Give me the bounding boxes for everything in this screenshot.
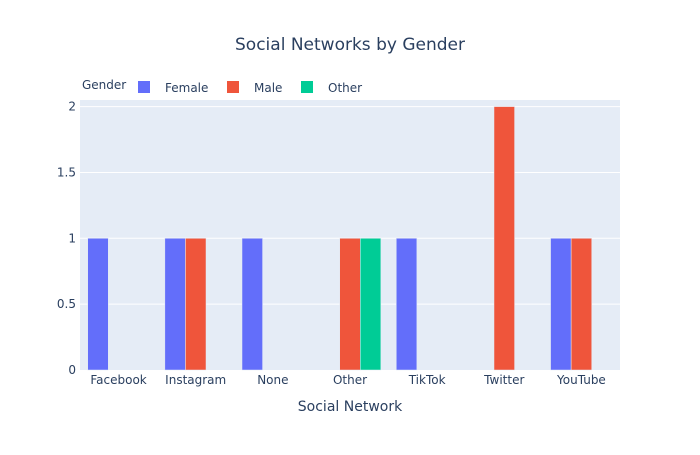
bar-male-instagram	[185, 238, 207, 371]
legend-label-other: Other	[328, 81, 362, 95]
legend-background	[78, 74, 366, 100]
legend-label-male: Male	[254, 81, 282, 95]
y-tick-label: 1	[68, 231, 76, 245]
legend-swatch-male	[227, 81, 239, 93]
legend: Gender Female Male Other	[78, 74, 366, 100]
bar-female-none	[241, 238, 263, 371]
x-tick-label: Facebook	[90, 373, 146, 387]
legend-swatch-other	[301, 81, 313, 93]
x-tick-label: YouTube	[556, 373, 606, 387]
x-axis-title: Social Network	[298, 399, 403, 415]
y-tick-label: 1.5	[57, 165, 76, 179]
legend-items: Female Male Other	[138, 81, 362, 95]
x-tick-label: TikTok	[408, 373, 446, 387]
bar-female-youtube	[550, 238, 572, 371]
bar-female-instagram	[164, 238, 186, 371]
legend-title: Gender	[82, 78, 126, 92]
x-tick-label: Twitter	[483, 373, 524, 387]
x-tick-label: None	[257, 373, 288, 387]
x-axis-ticks: Facebook Instagram None Other TikTok Twitter Y…	[90, 373, 605, 387]
bar-male-twitter	[493, 106, 515, 371]
x-tick-label: Instagram	[165, 373, 226, 387]
bars	[87, 106, 592, 371]
bar-female-tiktok	[396, 238, 418, 371]
bar-male-youtube	[570, 238, 592, 371]
bar-other-other	[360, 238, 382, 371]
bar-male-other	[339, 238, 361, 371]
legend-label-female: Female	[165, 81, 208, 95]
y-tick-label: 0.5	[57, 297, 76, 311]
x-tick-label: Other	[333, 373, 367, 387]
legend-swatch-female	[138, 81, 150, 93]
y-tick-label: 2	[68, 100, 76, 114]
y-axis-ticks: 0 0.5 1 1.5 2	[57, 100, 76, 377]
chart-title: Social Networks by Gender	[235, 35, 465, 55]
bar-female-facebook	[87, 238, 109, 371]
y-tick-label: 0	[68, 363, 76, 377]
